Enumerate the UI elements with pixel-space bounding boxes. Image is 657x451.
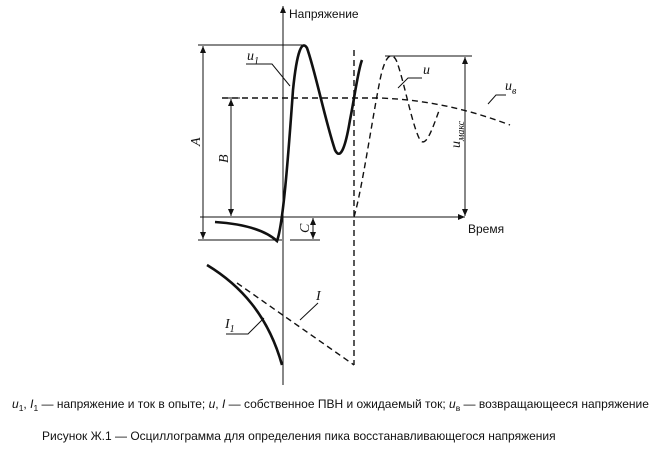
curve-ub — [222, 97, 511, 126]
legend-part: , — [215, 397, 222, 411]
x-axis-label: Время — [468, 222, 504, 236]
legend-part: u — [12, 397, 19, 411]
curve-u — [353, 55, 441, 218]
leader — [246, 63, 291, 87]
label: I1 — [224, 317, 235, 335]
leader — [299, 302, 319, 321]
label: uмакс — [449, 120, 467, 148]
label: C — [298, 223, 313, 233]
label: I — [315, 289, 322, 304]
legend-part: I — [222, 397, 226, 411]
legend-part: , — [23, 397, 30, 411]
curve-I — [236, 282, 355, 366]
leader — [487, 94, 506, 105]
legend-part: I — [30, 397, 34, 411]
label: A — [189, 137, 204, 147]
curve-I1 — [206, 263, 284, 366]
legend-part: u — [209, 397, 216, 411]
label: B — [217, 154, 232, 163]
legend: u1, I1 — напряжение и ток в опыте; u, I … — [12, 397, 649, 413]
legend-part: u — [449, 397, 456, 411]
caption: Рисунок Ж.1 — Осциллограмма для определе… — [42, 429, 556, 443]
legend-part: — собственное ПВН и ожидаемый ток; — [225, 397, 449, 411]
legend-part: в — [456, 403, 461, 413]
legend-part: — возвращающееся напряжение — [460, 397, 649, 411]
legend-part: — напряжение и ток в опыте; — [38, 397, 208, 411]
legend-part: 1 — [19, 403, 24, 413]
legend-part: 1 — [33, 403, 38, 413]
leader — [397, 77, 422, 89]
label: u1 — [247, 49, 259, 67]
curve-u1 — [214, 44, 364, 244]
label: uв — [505, 79, 517, 97]
y-axis-label: Напряжение — [289, 7, 359, 21]
label: u — [423, 63, 430, 78]
leader — [226, 317, 265, 335]
